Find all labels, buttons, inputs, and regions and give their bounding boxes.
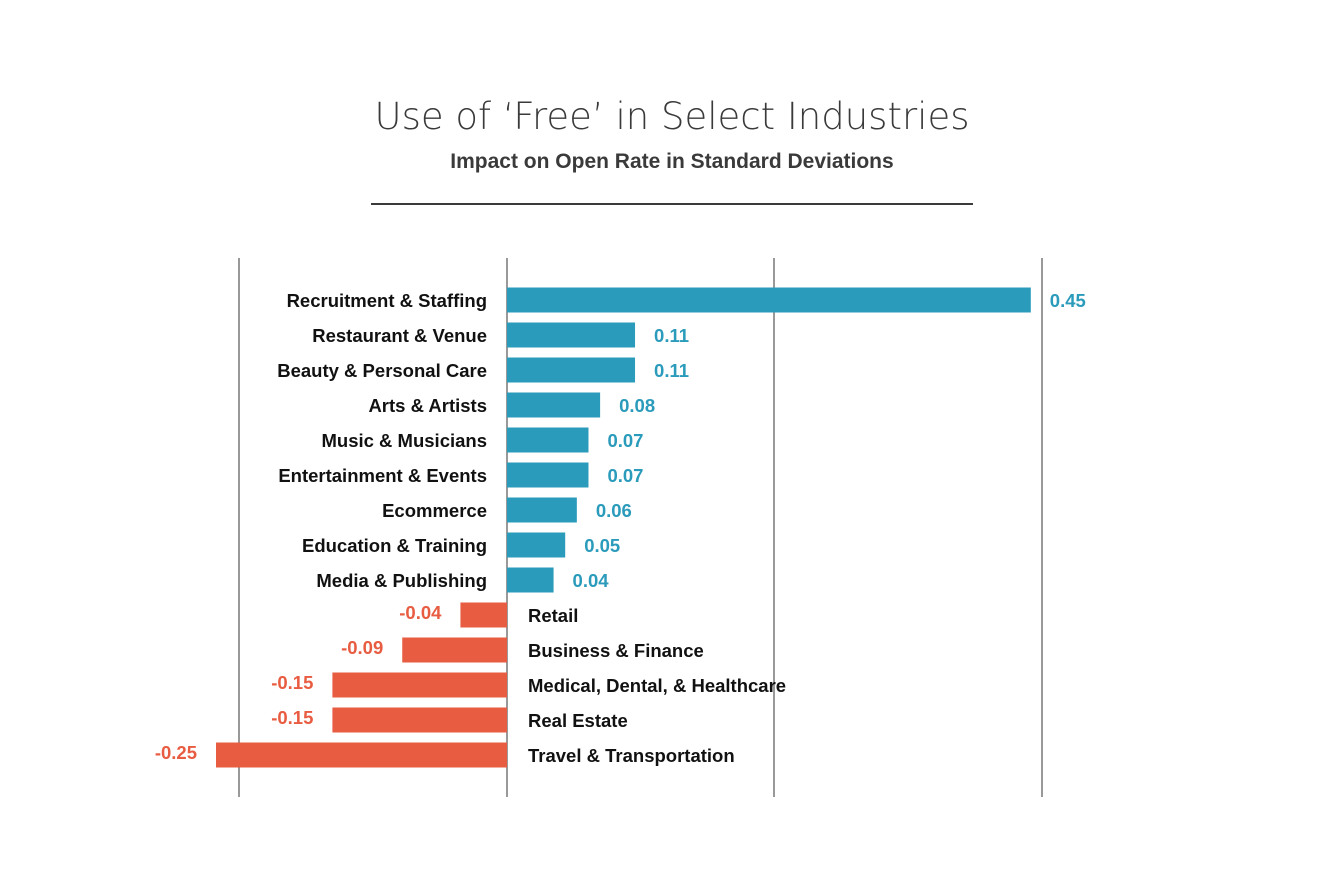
data-label: -0.15 [271, 707, 313, 728]
category-label: Restaurant & Venue [312, 325, 487, 346]
bar [402, 637, 507, 663]
data-label: 0.45 [1050, 290, 1086, 311]
data-label: 0.04 [573, 570, 610, 591]
category-label: Entertainment & Events [278, 465, 487, 486]
data-label: 0.06 [596, 500, 632, 521]
title-divider [371, 203, 973, 205]
data-label: -0.15 [271, 672, 313, 693]
bar [507, 427, 589, 453]
category-label: Business & Finance [528, 640, 704, 661]
category-label: Ecommerce [382, 500, 487, 521]
bar [507, 357, 636, 383]
category-label: Music & Musicians [321, 430, 487, 451]
category-label: Media & Publishing [316, 570, 487, 591]
category-label: Arts & Artists [368, 395, 487, 416]
category-label: Beauty & Personal Care [277, 360, 487, 381]
bar [332, 672, 507, 698]
bar [216, 742, 507, 768]
bar [507, 567, 554, 593]
bar [507, 392, 601, 418]
data-label: 0.11 [654, 360, 689, 381]
category-label: Travel & Transportation [528, 745, 735, 766]
data-label: 0.05 [584, 535, 620, 556]
bar [507, 462, 589, 488]
bar [507, 532, 566, 558]
data-label: -0.25 [155, 742, 197, 763]
category-label: Retail [528, 605, 578, 626]
data-label: 0.07 [607, 430, 643, 451]
data-label: 0.11 [654, 325, 689, 346]
chart-subtitle: Impact on Open Rate in Standard Deviatio… [450, 150, 894, 173]
chart-title: Use of ‘Free’ in Select Industries [374, 95, 970, 138]
bar [507, 287, 1031, 313]
category-label: Medical, Dental, & Healthcare [528, 675, 786, 696]
data-label: 0.07 [607, 465, 643, 486]
bar [460, 602, 507, 628]
category-label: Education & Training [302, 535, 487, 556]
category-label: Recruitment & Staffing [287, 290, 487, 311]
bar [507, 497, 577, 523]
bar [507, 322, 636, 348]
data-label: -0.09 [341, 637, 383, 658]
data-label: -0.04 [399, 602, 442, 623]
data-label: 0.08 [619, 395, 655, 416]
category-label: Real Estate [528, 710, 628, 731]
bar [332, 707, 507, 733]
